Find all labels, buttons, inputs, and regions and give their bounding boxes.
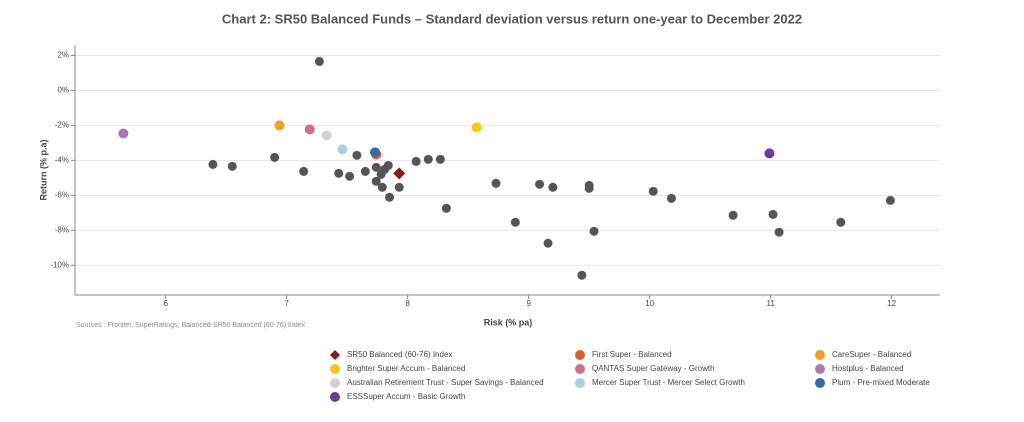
point <box>471 122 482 133</box>
point <box>314 56 324 66</box>
legend-marker <box>330 364 340 374</box>
y-tick-label: -8% <box>55 225 69 234</box>
point <box>764 148 775 159</box>
legend-marker <box>330 392 340 402</box>
legend-marker <box>575 378 585 388</box>
y-tick-label: -6% <box>55 190 69 199</box>
point <box>370 147 381 158</box>
point <box>227 161 237 171</box>
legend-label: CareSuper - Balanced <box>832 350 911 359</box>
y-tick-label: -2% <box>55 121 69 130</box>
point <box>371 176 381 186</box>
point <box>423 154 433 164</box>
y-tick-label: -10% <box>50 260 69 269</box>
legend-label: Brighter Super Accum - Balanced <box>347 364 465 373</box>
point <box>589 226 599 236</box>
x-tick-label: 11 <box>766 299 775 308</box>
point <box>491 178 501 188</box>
point <box>360 166 370 176</box>
point <box>270 152 280 162</box>
legend-label: Plum - Pre-mixed Moderate <box>832 378 930 387</box>
point <box>345 171 355 181</box>
legend-label: SR50 Balanced (60-76) Index <box>347 350 452 359</box>
point <box>385 192 395 202</box>
chart-title: Chart 2: SR50 Balanced Funds – Standard … <box>222 11 802 26</box>
legend-label: Australian Retirement Trust - Super Savi… <box>347 378 544 387</box>
point <box>885 195 895 205</box>
point <box>383 160 393 170</box>
legend-label: Mercer Super Trust - Mercer Select Growt… <box>592 378 745 387</box>
legend-marker <box>815 364 825 374</box>
point <box>411 156 421 166</box>
point <box>666 193 676 203</box>
point <box>321 130 332 141</box>
legend-label: ESSSuper Accum - Basic Growth <box>347 392 465 401</box>
legend-label: First Super - Balanced <box>592 350 672 359</box>
point <box>118 128 129 139</box>
legend-marker <box>575 350 585 360</box>
point <box>208 159 218 169</box>
legend-marker <box>330 378 340 388</box>
point <box>435 154 445 164</box>
point <box>548 182 558 192</box>
point <box>836 217 846 227</box>
point <box>774 227 784 237</box>
y-tick-label: -4% <box>55 155 69 164</box>
x-tick-label: 10 <box>645 299 654 308</box>
point <box>377 182 387 192</box>
point <box>648 186 658 196</box>
x-tick-label: 12 <box>887 299 896 308</box>
x-axis-label: Risk (% pa) <box>484 317 533 327</box>
y-tick-label: 2% <box>57 51 69 60</box>
x-tick-label: 7 <box>284 299 289 308</box>
point <box>334 168 344 178</box>
legend-marker <box>575 364 585 374</box>
x-tick-label: 9 <box>526 299 531 308</box>
point <box>577 270 587 280</box>
point <box>510 217 520 227</box>
point <box>274 120 285 131</box>
point <box>768 209 778 219</box>
point <box>394 182 404 192</box>
point <box>535 179 545 189</box>
legend-marker <box>815 350 825 360</box>
source-note: Sources : Frontier, SuperRatings, Balanc… <box>76 322 306 329</box>
x-tick-label: 8 <box>405 299 410 308</box>
x-tick-label: 6 <box>164 299 169 308</box>
y-tick-label: 0% <box>57 86 69 95</box>
point <box>584 183 594 193</box>
legend-marker <box>330 350 340 360</box>
point <box>352 150 362 160</box>
point <box>337 144 348 155</box>
point <box>728 210 738 220</box>
legend-marker <box>815 378 825 388</box>
point <box>543 238 553 248</box>
y-axis-label: Return (% p.a) <box>38 139 48 200</box>
point <box>393 167 406 180</box>
point <box>304 124 315 135</box>
point <box>299 166 309 176</box>
legend-label: Hostplus - Balanced <box>832 364 904 373</box>
legend-label: QANTAS Super Gateway - Growth <box>592 364 715 373</box>
point <box>441 203 451 213</box>
point <box>371 162 381 172</box>
